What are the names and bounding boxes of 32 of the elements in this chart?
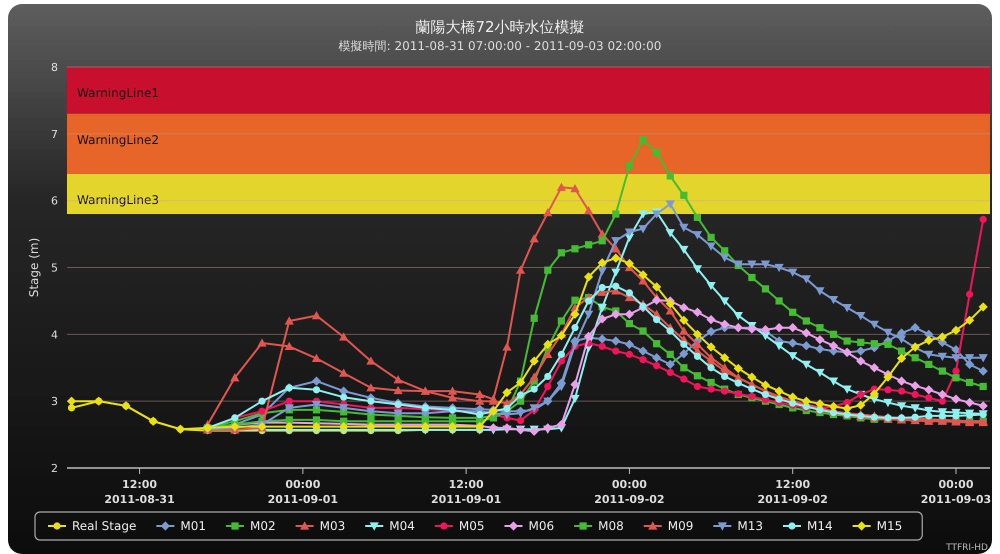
legend-label: M05	[458, 519, 484, 533]
legend-label: Real Stage	[72, 519, 136, 533]
x-tick-label: 00:00 2011-09-03	[920, 478, 992, 506]
chart-subtitle: 模擬時間: 2011-08-31 07:00:00 - 2011-09-03 02:00:00	[338, 39, 662, 53]
legend-label: M13	[737, 519, 763, 533]
y-tick-label: 8	[51, 61, 58, 74]
text: TTFRI-HD	[945, 543, 988, 553]
y-tick-label: 7	[51, 128, 58, 141]
legend-label: M15	[876, 519, 902, 533]
y-tick-label: 4	[51, 328, 58, 342]
x-tick-label: 00:00 2011-09-01	[268, 478, 338, 506]
legend-label: M09	[668, 519, 694, 533]
y-tick-label: 5	[51, 262, 58, 274]
chart-title: 蘭陽大橋72小時水位模擬	[415, 18, 585, 36]
legend-label: M08	[598, 519, 624, 533]
x-tick-label: 00:00 2011-09-02	[594, 478, 665, 506]
x-tick-label: 12:00 2011-08-31	[104, 478, 175, 506]
band-label: WarningLine1	[77, 86, 159, 100]
band-label: WarningLine3	[77, 192, 159, 207]
y-tick-label: 2	[51, 462, 58, 475]
x-tick-label: 12:00 2011-09-02	[758, 478, 828, 506]
legend-label: M01	[180, 519, 206, 533]
legend-label: M04	[389, 519, 415, 533]
y-tick-label: 6	[51, 194, 58, 208]
legend-label: M14	[806, 519, 833, 533]
x-tick-label: 12:00 2011-09-01	[430, 478, 502, 506]
legend-label: M03	[320, 519, 346, 533]
band-label: WarningLine2	[77, 132, 159, 147]
y-axis-title: Stage (m)	[27, 238, 41, 298]
legend-label: M06	[528, 519, 554, 533]
y-tick-label: 3	[51, 395, 58, 408]
legend-label: M02	[250, 519, 276, 533]
